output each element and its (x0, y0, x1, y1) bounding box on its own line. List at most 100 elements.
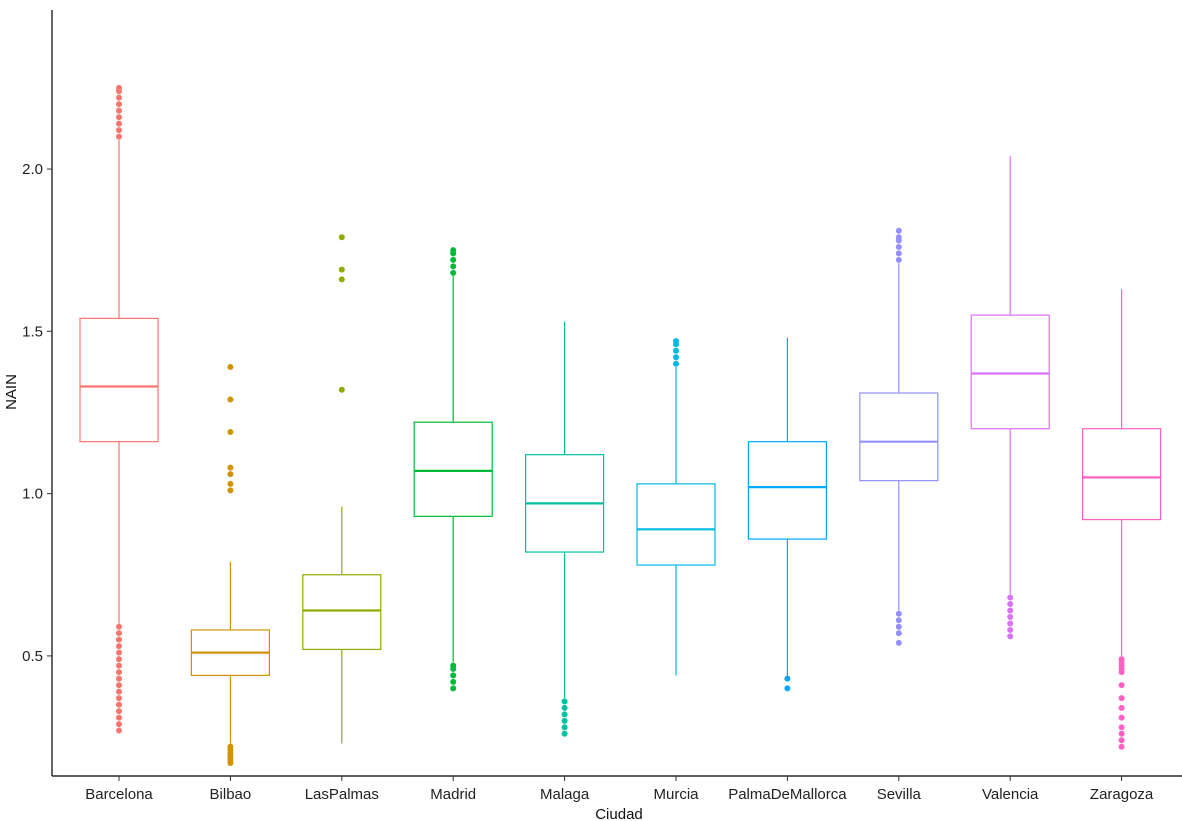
x-axis: Barcelona Bilbao LasPalmas Madrid Malaga Murc… (52, 775, 1182, 803)
box-group (413, 247, 493, 692)
x-tick-label: Zaragoza (1090, 786, 1154, 803)
outlier-point (116, 682, 122, 689)
y-tick-label: 0.5 (22, 648, 43, 665)
outlier-point (450, 247, 457, 254)
box-iqr (747, 441, 828, 540)
box-iqr (636, 483, 716, 566)
outlier-point (1007, 626, 1014, 633)
box-iqr (859, 392, 939, 482)
box-group (1081, 289, 1162, 750)
x-tick-label: Murcia (653, 786, 699, 803)
outlier-point (895, 639, 902, 646)
x-tick-label: Bilbao (210, 786, 252, 803)
plot-area (79, 84, 1162, 767)
outlier-point (895, 250, 902, 257)
box-group (636, 338, 716, 676)
outlier-point (116, 623, 122, 630)
outlier-point (116, 643, 122, 650)
outlier-point (450, 269, 457, 276)
outlier-point (784, 685, 791, 692)
box-iqr (302, 574, 382, 651)
outlier-point (1118, 695, 1125, 702)
outlier-point (116, 649, 122, 656)
outlier-point (338, 266, 345, 273)
outlier-point (1007, 633, 1014, 640)
outlier-point (338, 234, 345, 241)
outlier-point (116, 120, 122, 127)
outlier-point (673, 347, 679, 354)
box-iqr (79, 317, 159, 443)
outlier-point (227, 487, 234, 494)
outlier-point (1118, 724, 1125, 731)
outlier-point (673, 338, 679, 345)
outlier-point (1007, 607, 1014, 614)
box-iqr (413, 421, 493, 517)
box-group (970, 156, 1050, 640)
x-tick-label: LasPalmas (305, 786, 379, 803)
outlier-point (673, 360, 679, 367)
x-tick-label: Barcelona (85, 786, 153, 803)
outlier-point (561, 704, 568, 711)
outlier-point (227, 480, 234, 487)
outlier-point (116, 714, 122, 721)
outlier-point (116, 669, 122, 676)
x-axis-title: Ciudad (595, 806, 643, 821)
outlier-point (784, 675, 791, 682)
outlier-point (116, 656, 122, 663)
y-axis: 0.5 1.0 1.5 2.0 (22, 10, 53, 776)
outlier-point (1118, 714, 1125, 721)
outlier-point (895, 256, 902, 263)
outlier-point (1118, 704, 1125, 711)
x-tick-label: Madrid (430, 786, 476, 803)
outlier-point (116, 708, 122, 715)
outlier-point (561, 698, 568, 705)
outlier-point (450, 662, 457, 669)
outlier-point (895, 234, 902, 241)
outlier-point (895, 630, 902, 637)
outlier-point (1007, 600, 1014, 607)
outlier-point (450, 256, 457, 263)
outlier-point (116, 701, 122, 708)
outlier-point (338, 276, 345, 283)
box-group (859, 227, 939, 646)
outlier-point (561, 711, 568, 718)
outlier-point (561, 724, 568, 731)
outlier-point (116, 721, 122, 728)
outlier-point (895, 227, 902, 234)
outlier-point (895, 617, 902, 624)
outlier-point (1118, 730, 1125, 737)
outlier-point (116, 94, 122, 101)
y-axis-title: NAIN (3, 374, 20, 410)
outlier-point (1007, 594, 1014, 601)
outlier-point (116, 107, 122, 114)
outlier-point (1118, 656, 1125, 663)
outlier-point (895, 623, 902, 630)
outlier-point (1118, 682, 1125, 689)
outlier-point (227, 364, 234, 371)
box-group (190, 364, 270, 767)
outlier-point (1118, 737, 1125, 744)
outlier-point (227, 743, 234, 750)
outlier-point (1007, 613, 1014, 620)
box-group (79, 84, 159, 734)
outlier-point (116, 636, 122, 643)
box-group (524, 321, 605, 737)
outlier-point (895, 610, 902, 617)
x-tick-label: PalmaDeMallorca (728, 786, 847, 803)
outlier-point (116, 101, 122, 108)
box-group (747, 337, 828, 692)
outlier-point (895, 243, 902, 250)
outlier-point (116, 688, 122, 695)
outlier-point (450, 672, 457, 679)
outlier-point (227, 428, 234, 435)
outlier-point (227, 396, 234, 403)
x-tick-label: Malaga (540, 786, 590, 803)
y-tick-label: 2.0 (22, 161, 43, 178)
outlier-point (116, 675, 122, 682)
box-group (302, 234, 382, 744)
box-iqr (1081, 428, 1162, 521)
outlier-point (227, 464, 234, 471)
outlier-point (116, 695, 122, 702)
outlier-point (1118, 743, 1125, 750)
